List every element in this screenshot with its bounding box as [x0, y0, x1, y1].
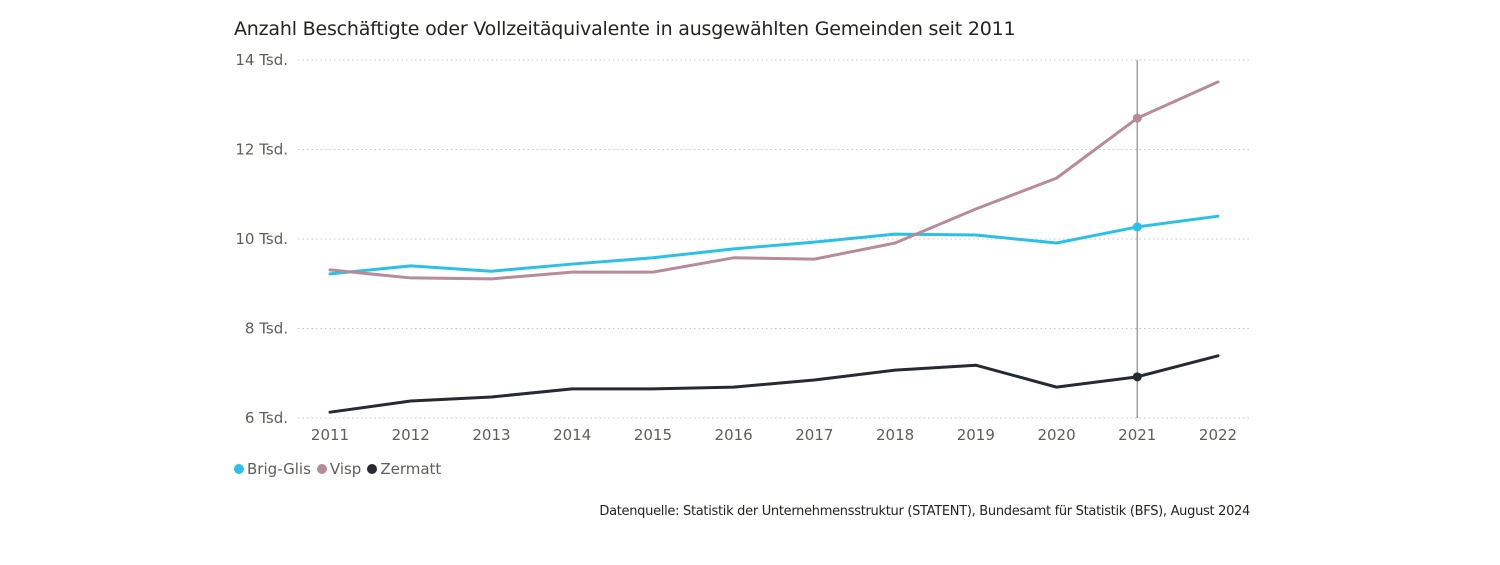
x-tick-label: 2012	[392, 426, 430, 444]
data-point-zermatt[interactable]	[1132, 372, 1142, 382]
legend-label: Visp	[329, 460, 362, 478]
y-tick-label: 14 Tsd.	[235, 51, 288, 69]
data-source-note: Datenquelle: Statistik der Unternehmenss…	[599, 504, 1250, 519]
legend-marker-icon	[234, 464, 244, 474]
legend-item-visp[interactable]: Visp	[316, 460, 362, 478]
x-tick-label: 2016	[715, 426, 753, 444]
legend-marker-icon	[316, 464, 327, 474]
x-tick-label: 2020	[1037, 426, 1075, 444]
series-line-zermatt[interactable]	[328, 354, 1220, 414]
legend: Brig-Glis Visp Zermatt	[234, 460, 441, 478]
y-tick-label: 10 Tsd.	[235, 230, 288, 248]
data-point-brig-glis[interactable]	[1132, 222, 1142, 232]
legend-marker-icon	[367, 464, 378, 474]
x-tick-label: 2018	[876, 426, 914, 444]
x-tick-label: 2022	[1199, 426, 1237, 444]
x-tick-label: 2017	[795, 426, 833, 444]
y-tick-label: 12 Tsd.	[235, 141, 288, 159]
x-tick-label: 2015	[634, 426, 672, 444]
y-tick-label: 6 Tsd.	[245, 409, 288, 427]
legend-label: Zermatt	[380, 460, 442, 478]
legend-label: Brig-Glis	[247, 460, 311, 478]
y-axis-ticks: 6 Tsd. 8 Tsd. 10 Tsd. 12 Tsd. 14 Tsd.	[235, 51, 288, 427]
gridlines	[298, 59, 1250, 419]
x-tick-label: 2014	[553, 426, 591, 444]
chart-title: Anzahl Beschäftigte oder Vollzeitäquival…	[234, 18, 1016, 40]
legend-item-brig-glis[interactable]: Brig-Glis	[234, 460, 311, 478]
x-tick-label: 2021	[1118, 426, 1156, 444]
series-lines	[328, 80, 1220, 414]
x-tick-label: 2019	[957, 426, 995, 444]
x-tick-label: 2011	[311, 426, 349, 444]
series-line-visp[interactable]	[328, 80, 1220, 281]
x-axis-ticks: 2011 2012 2013 2014 2015 2016 2017 2018 2019 2020…	[311, 426, 1237, 444]
x-tick-label: 2013	[472, 426, 510, 444]
legend-item-zermatt[interactable]: Zermatt	[367, 460, 441, 478]
data-point-visp[interactable]	[1132, 113, 1142, 123]
y-tick-label: 8 Tsd.	[245, 320, 288, 338]
series-line-brig-glis[interactable]	[328, 214, 1220, 276]
